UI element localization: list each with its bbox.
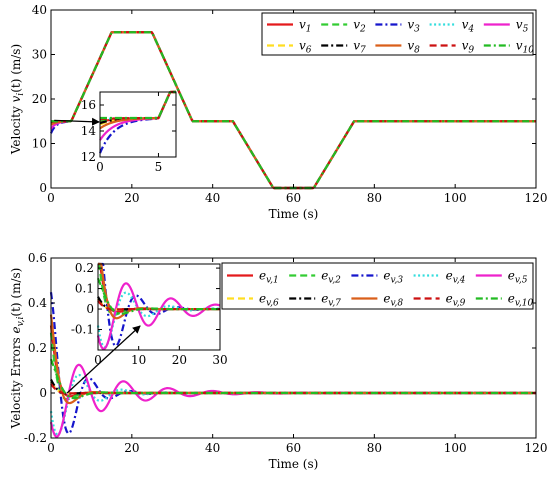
errors-series-10 xyxy=(49,358,536,400)
velocity-inset-ytick-label: 16 xyxy=(81,98,96,112)
velocity-xtick-label: 0 xyxy=(47,191,55,205)
errors-xtick-label: 20 xyxy=(124,441,139,455)
errors-ytick-label: 0.6 xyxy=(28,251,47,265)
velocity-ytick-label: 40 xyxy=(32,3,47,17)
errors-legend-label-9: ev,9 xyxy=(446,292,466,309)
velocity-xtick-label: 20 xyxy=(124,191,139,205)
errors-legend-label-6: ev,6 xyxy=(259,292,279,309)
velocity-inset-xtick-label: 0 xyxy=(96,160,104,174)
errors-legend-label-5: ev,5 xyxy=(508,269,528,286)
errors-xtick-label: 0 xyxy=(47,441,55,455)
errors-inset-series-10 xyxy=(96,277,221,315)
errors-xtick-label: 120 xyxy=(525,441,548,455)
errors-legend-label-3: ev,3 xyxy=(383,269,403,286)
velocity-ylabel: Velocity vi(t) (m/s) xyxy=(9,44,26,155)
errors-inset-ytick-label: -0.1 xyxy=(71,323,94,337)
errors-ytick-label: -0.2 xyxy=(24,431,47,445)
velocity-legend-label-1: v1 xyxy=(299,18,312,35)
velocity-xtick-label: 40 xyxy=(205,191,220,205)
velocity-inset: 0 5 12 14 16 xyxy=(81,90,177,174)
errors-inset-ytick-label: 0 xyxy=(86,302,94,316)
velocity-legend-label-10: v10 xyxy=(516,39,535,56)
velocity-xtick-label: 100 xyxy=(444,191,467,205)
velocity-xlabel: Time (s) xyxy=(269,207,319,221)
errors-xtick-label: 80 xyxy=(367,441,382,455)
velocity-inset-ytick-label: 12 xyxy=(81,150,96,164)
errors-legend-label-4: ev,4 xyxy=(446,269,466,286)
velocity-legend-label-3: v3 xyxy=(407,18,420,35)
velocity-inset-ytick-label: 14 xyxy=(81,124,97,138)
velocity-xtick-label: 120 xyxy=(525,191,548,205)
errors-legend-label-8: ev,8 xyxy=(383,292,403,309)
velocity-ytick-label: 10 xyxy=(32,137,47,151)
errors-xlabel: Time (s) xyxy=(269,457,319,471)
velocity-legend-label-4: v4 xyxy=(462,18,475,35)
errors-series-5 xyxy=(49,363,536,438)
errors-inset-xtick-label: 0 xyxy=(94,353,102,367)
errors-xtick-label: 100 xyxy=(444,441,467,455)
errors-ytick-label: 0 xyxy=(39,386,47,400)
velocity-inset-axes-box xyxy=(99,91,177,158)
velocity-legend-label-8: v8 xyxy=(407,39,420,56)
velocity-inset-xtick-label: 5 xyxy=(155,160,163,174)
errors-inset-arrow xyxy=(66,325,141,394)
velocity-inset-series-10 xyxy=(99,90,177,120)
errors-legend-box xyxy=(221,262,534,310)
errors-legend-label-1: ev,1 xyxy=(259,269,279,286)
errors-inset-ytick-label: 0.2 xyxy=(75,261,94,275)
errors-xtick-label: 40 xyxy=(205,441,220,455)
errors-legend-label-7: ev,7 xyxy=(321,292,341,309)
velocity-xtick-label: 60 xyxy=(286,191,301,205)
errors-inset-xtick-label: 10 xyxy=(131,353,146,367)
errors-series-9 xyxy=(50,383,536,395)
velocity-legend-label-9: v9 xyxy=(462,39,475,56)
velocity-legend-label-6: v6 xyxy=(299,39,312,56)
errors-ylabel: Velocity Errors ev,i(t) (m/s) xyxy=(9,268,26,430)
velocity-xtick-label: 80 xyxy=(367,191,382,205)
velocity-ytick-label: 20 xyxy=(32,92,47,106)
velocity-ytick-label: 30 xyxy=(32,48,47,62)
errors-legend-label-2: ev,2 xyxy=(321,269,341,286)
velocity-legend-box xyxy=(261,12,534,56)
errors-inset-ytick-label: 0.1 xyxy=(75,282,94,296)
errors-inset-xtick-label: 30 xyxy=(212,353,227,367)
errors-ytick-label: 0.2 xyxy=(28,341,47,355)
velocity-legend-label-5: v5 xyxy=(516,18,529,35)
errors-xtick-label: 60 xyxy=(286,441,301,455)
errors-inset-bg xyxy=(98,264,220,350)
errors-ytick-label: 0.4 xyxy=(28,296,47,310)
velocity-ytick-label: 0 xyxy=(39,181,47,195)
velocity-inset-arrow xyxy=(54,117,100,126)
velocity-legend-label-2: v2 xyxy=(353,18,366,35)
errors-legend-label-10: ev,10 xyxy=(508,292,534,309)
errors-inset-xtick-label: 20 xyxy=(172,353,187,367)
errors-inset-series-5 xyxy=(96,282,221,351)
errors-inset: 0 10 20 30 -0.1 0 0.1 0.2 xyxy=(71,261,228,367)
velocity-inset-bg xyxy=(100,92,176,157)
errors-inset-axes-box xyxy=(97,263,221,351)
velocity-legend-label-7: v7 xyxy=(353,39,366,56)
errors-series-4 xyxy=(49,373,536,436)
